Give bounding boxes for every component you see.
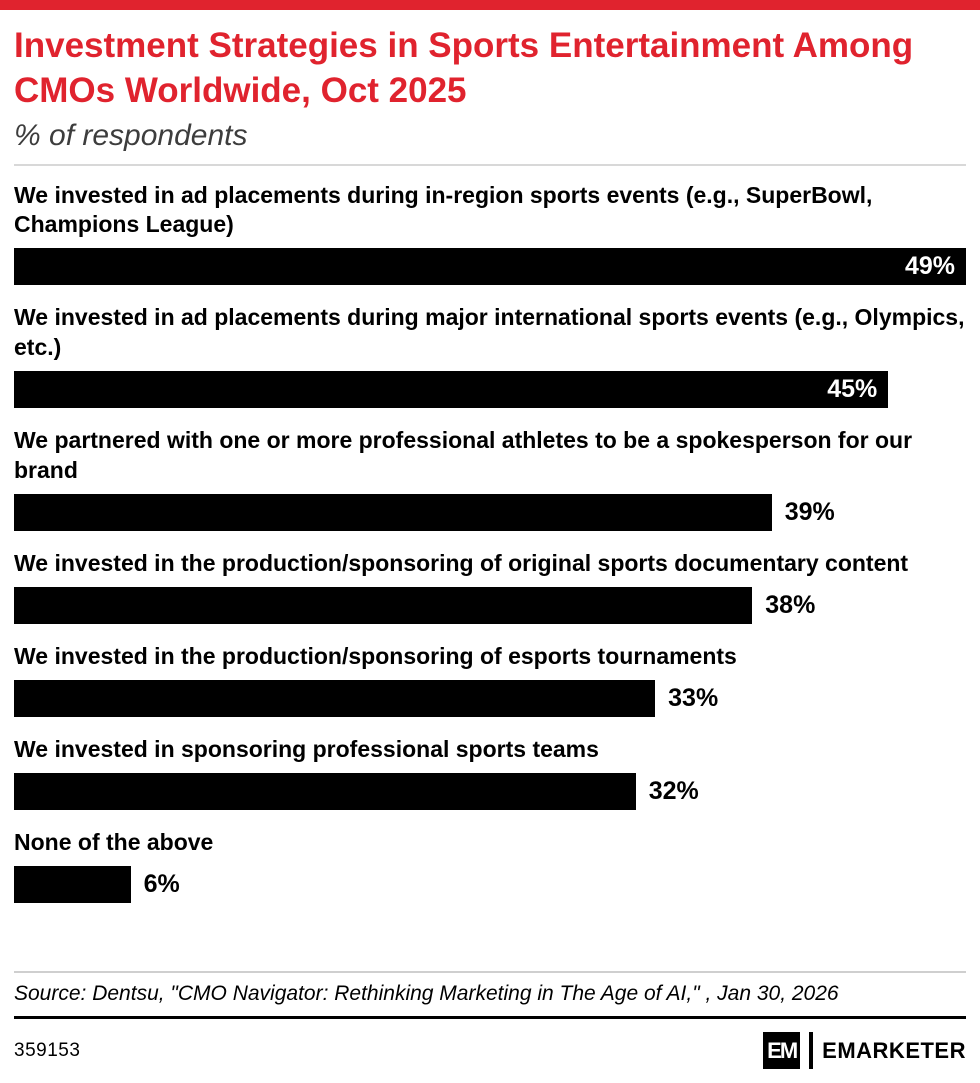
bar-group: We invested in sponsoring professional s… [14,735,966,810]
brand-accent-bar [0,0,980,10]
bar [14,679,656,717]
chart-content: Investment Strategies in Sports Entertai… [0,10,980,971]
bar: 45% [14,371,889,409]
chart-id: 359153 [14,1039,81,1061]
bar-category-label: None of the above [14,828,214,855]
emarketer-logo: EM EMARKETER [763,1032,966,1069]
bar-group: We invested in ad placements during majo… [14,303,966,409]
bar-group: None of the above 6% [14,828,966,903]
emarketer-logo-icon: EM [763,1032,801,1069]
bar [14,865,131,903]
bar [14,772,636,810]
bar-category-label: We invested in sponsoring professional s… [14,735,599,762]
chart-footer-block: Source: Dentsu, "CMO Navigator: Rethinki… [0,971,980,1083]
bar-chart: We invested in ad placements during in-r… [14,181,966,903]
bar-group: We partnered with one or more profession… [14,426,966,531]
source-line: Source: Dentsu, "CMO Navigator: Rethinki… [14,982,839,1005]
bar-value-label: 39% [784,497,835,526]
bar-row: 45% [14,371,966,409]
bar-value-label: 45% [827,375,878,404]
bar-value-label: 49% [904,252,955,281]
bar-category-label: We invested in the production/sponsoring… [14,549,909,576]
logo-separator [809,1032,814,1069]
bar-value-label: 33% [668,683,719,712]
bar-category-label: We invested in the production/sponsoring… [14,642,737,669]
bar-value-label: 32% [648,776,699,805]
bar [14,586,753,624]
bar-category-label: We invested in ad placements during in-r… [14,181,873,238]
bar-category-label: We partnered with one or more profession… [14,427,913,484]
bar-group: We invested in the production/sponsoring… [14,549,966,624]
bar-value-label: 6% [143,869,180,898]
bar [14,493,772,531]
bar-row: 6% [14,865,966,903]
bar: 49% [14,248,966,286]
bar-row: 38% [14,586,966,624]
bar-group: We invested in ad placements during in-r… [14,181,966,286]
bar-row: 49% [14,248,966,286]
bar-row: 39% [14,493,966,531]
chart-title: Investment Strategies in Sports Entertai… [14,26,914,110]
header-divider [14,163,966,166]
bar-row: 33% [14,679,966,717]
footer-divider [14,1016,966,1019]
bar-value-label: 38% [765,590,816,619]
emarketer-wordmark: EMARKETER [822,1037,966,1063]
footer-row: 359153 EM EMARKETER [14,1019,966,1069]
chart-subtitle: % of respondents [14,118,248,152]
bar-group: We invested in the production/sponsoring… [14,642,966,717]
bar-row: 32% [14,772,966,810]
bar-category-label: We invested in ad placements during majo… [14,304,965,361]
source-divider [14,971,966,973]
